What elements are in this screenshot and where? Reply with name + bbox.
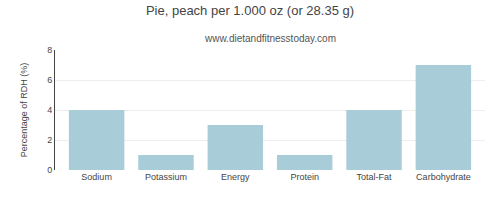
svg-text:6: 6 bbox=[47, 75, 52, 85]
svg-text:2: 2 bbox=[47, 135, 52, 145]
svg-text:Sodium: Sodium bbox=[81, 172, 112, 182]
svg-text:4: 4 bbox=[47, 105, 52, 115]
svg-text:Carbohydrate: Carbohydrate bbox=[416, 172, 471, 182]
svg-text:Pie, peach per 1.000 oz (or 28: Pie, peach per 1.000 oz (or 28.35 g) bbox=[146, 3, 354, 18]
svg-text:Potassium: Potassium bbox=[145, 172, 187, 182]
svg-text:Total-Fat: Total-Fat bbox=[357, 172, 393, 182]
svg-text:0: 0 bbox=[47, 165, 52, 175]
svg-text:Percentage of RDH (%): Percentage of RDH (%) bbox=[19, 63, 29, 158]
svg-text:8: 8 bbox=[47, 45, 52, 55]
svg-text:Energy: Energy bbox=[221, 172, 250, 182]
svg-text:Protein: Protein bbox=[290, 172, 319, 182]
svg-text:www.dietandfitnesstoday.com: www.dietandfitnesstoday.com bbox=[204, 33, 336, 44]
